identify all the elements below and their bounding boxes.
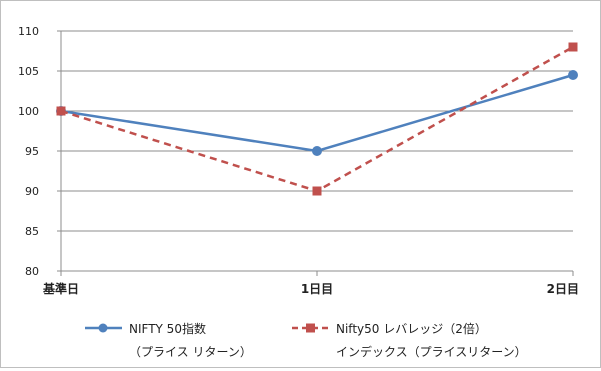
x-tick-label-1: 1日目	[301, 282, 333, 296]
legend-marker-series-1	[98, 323, 108, 333]
legend: NIFTY 50指数 （プライス リターン） Nifty50 レバレッジ（2倍）…	[85, 321, 527, 359]
data-point-s2-1	[312, 186, 322, 196]
data-point-s1-2	[568, 70, 578, 80]
series-line-1	[60, 73, 574, 153]
axes	[60, 31, 574, 276]
legend-marker-series-2	[306, 323, 315, 333]
y-tick-label-90: 90	[25, 185, 39, 198]
legend-item-series-2: Nifty50 レバレッジ（2倍） インデックス（プライスリターン）	[292, 321, 527, 359]
y-tick-label-80: 80	[25, 265, 39, 278]
legend-label-series-1-line1: NIFTY 50指数	[129, 321, 206, 336]
x-tick-label-0: 基準日	[42, 281, 79, 296]
data-point-s1-1	[312, 146, 322, 156]
y-tick-label-95: 95	[25, 145, 39, 158]
y-tick-label-105: 105	[18, 65, 39, 78]
series-line-2	[60, 45, 574, 193]
legend-label-series-2-line2: インデックス（プライスリターン）	[336, 344, 527, 359]
x-tick-labels: 基準日 1日目 2日目	[42, 281, 579, 296]
x-tick-label-2: 2日目	[547, 282, 579, 296]
y-tick-label-110: 110	[18, 25, 39, 38]
legend-label-series-2-line1: Nifty50 レバレッジ（2倍）	[336, 321, 487, 336]
y-tick-label-100: 100	[18, 105, 39, 118]
legend-label-series-1-line2: （プライス リターン）	[129, 345, 252, 359]
data-point-s2-2	[568, 42, 578, 52]
y-tick-label-85: 85	[25, 225, 39, 238]
series-group	[56, 42, 578, 196]
data-point-s2-0	[56, 106, 66, 116]
y-tick-labels: 80 85 90 95 100 105 110	[18, 25, 39, 278]
legend-item-series-1: NIFTY 50指数 （プライス リターン）	[85, 321, 252, 359]
